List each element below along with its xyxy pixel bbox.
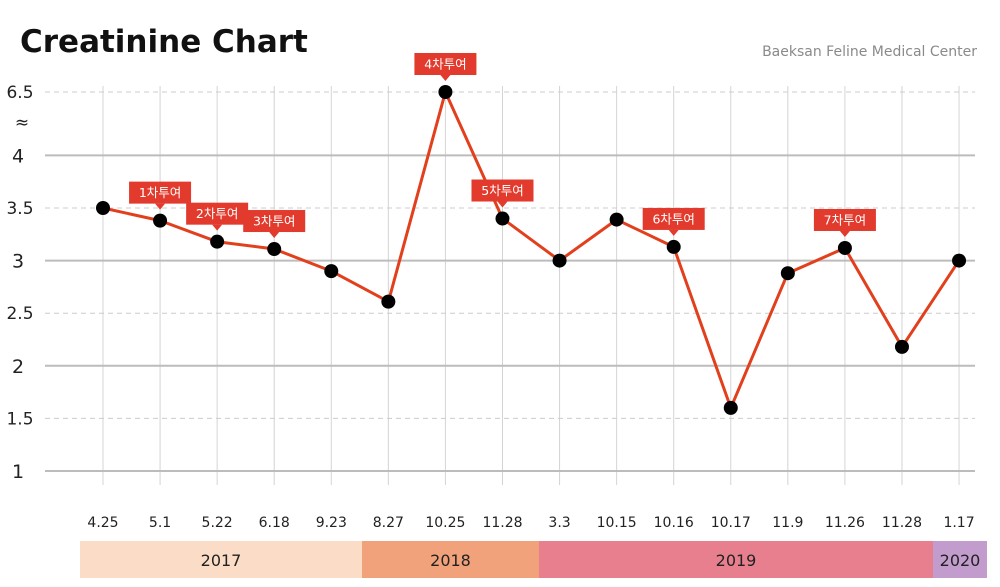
annotation-callout: 1차투여	[129, 181, 192, 210]
xtick-label: 10.16	[654, 515, 694, 531]
x-axis: 4.25 5.1 5.22 6.18 9.23 8.27 10.25 11.28 3.3 10.1…	[87, 515, 974, 531]
annotation-label: 1차투여	[139, 185, 181, 200]
ytick-label: 1.5	[6, 409, 33, 429]
data-point	[666, 239, 681, 254]
xtick-label: 5.1	[149, 515, 171, 531]
axis-break-symbol: ≈	[15, 113, 29, 133]
annotation-box	[186, 202, 249, 225]
year-label: 2019	[716, 551, 757, 570]
xtick-label: 10.17	[711, 515, 751, 531]
data-point	[609, 212, 624, 227]
annotation-callout: 3차투여	[243, 210, 306, 239]
year-band-2017	[80, 541, 362, 578]
xtick-label: 9.23	[316, 515, 347, 531]
year-band-2018	[362, 541, 539, 578]
series-polyline	[102, 90, 961, 410]
xtick-label: 11.26	[825, 515, 865, 531]
annotation-callout: 2차투여	[186, 202, 249, 231]
annotation-box	[813, 208, 876, 231]
data-point	[837, 240, 852, 255]
grid	[45, 86, 975, 485]
annotation-pointer	[155, 203, 166, 210]
y-axis: 1 2 3 4 1.5 2.5 3.5 6.5 ≈	[6, 83, 33, 483]
data-point	[552, 253, 567, 268]
xtick-label: 4.25	[87, 515, 118, 531]
annotation-callout: 4차투여	[414, 53, 477, 81]
annotation-pointer	[839, 230, 850, 237]
annotation-pointer	[497, 201, 508, 208]
annotation-pointer	[269, 232, 280, 239]
ytick-label: 4	[12, 145, 24, 167]
data-point	[952, 253, 967, 268]
xtick-label: 8.27	[373, 515, 404, 531]
annotation-callout: 6차투여	[642, 207, 705, 236]
ytick-label: 1	[12, 461, 24, 483]
annotation-callout: 7차투여	[813, 208, 876, 237]
ytick-label: 2.5	[6, 304, 33, 324]
data-point	[153, 213, 168, 228]
data-point	[381, 294, 396, 309]
annotation-callout: 5차투여	[471, 179, 534, 208]
xtick-label: 11.28	[482, 515, 522, 531]
data-point	[495, 211, 510, 226]
chart-subtitle: Baeksan Feline Medical Center	[762, 44, 977, 60]
xtick-label: 5.22	[202, 515, 233, 531]
year-bands: 2017 2018 2019 2020	[80, 541, 987, 578]
annotation-pointer	[668, 229, 679, 236]
annotation-pointer	[440, 75, 451, 81]
year-label: 2017	[201, 551, 242, 570]
year-label: 2018	[430, 551, 471, 570]
xtick-label: 11.28	[882, 515, 922, 531]
data-point	[438, 85, 453, 99]
year-band-2019	[539, 541, 933, 578]
annotation-box	[642, 207, 705, 230]
annotation-box	[129, 181, 192, 204]
xtick-label: 3.3	[548, 515, 570, 531]
data-point	[780, 266, 795, 281]
data-point	[96, 201, 110, 215]
annotation-label: 7차투여	[824, 212, 866, 227]
ytick-label: 6.5	[6, 83, 33, 103]
data-point	[267, 242, 282, 257]
data-point	[894, 339, 909, 354]
annotation-label: 4차투여	[424, 57, 466, 72]
annotations: 1차투여 2차투여 3차투여 4차투여 5차투여 6차투여 7차투여	[129, 53, 876, 239]
ytick-label: 3.5	[6, 199, 33, 219]
xtick-label: 1.17	[943, 515, 974, 531]
annotation-label: 6차투여	[652, 211, 694, 226]
year-label: 2020	[940, 551, 981, 570]
chart-title: Creatinine Chart	[20, 24, 308, 60]
data-point	[324, 264, 339, 279]
annotation-label: 2차투여	[196, 206, 238, 221]
annotation-label: 3차투여	[253, 214, 295, 229]
xtick-label: 11.9	[772, 515, 803, 531]
data-point	[210, 234, 225, 249]
ytick-label: 3	[12, 251, 24, 273]
data-point	[723, 400, 738, 415]
annotation-box	[414, 53, 477, 75]
annotation-label: 5차투여	[481, 183, 523, 198]
series-line	[96, 85, 967, 415]
annotation-box	[243, 210, 306, 233]
year-band-2020	[933, 541, 987, 578]
annotation-box	[471, 179, 534, 202]
annotation-pointer	[212, 224, 223, 231]
ytick-label: 2	[12, 356, 24, 378]
xtick-label: 6.18	[259, 515, 290, 531]
xtick-label: 10.25	[425, 515, 465, 531]
xtick-label: 10.15	[597, 515, 637, 531]
